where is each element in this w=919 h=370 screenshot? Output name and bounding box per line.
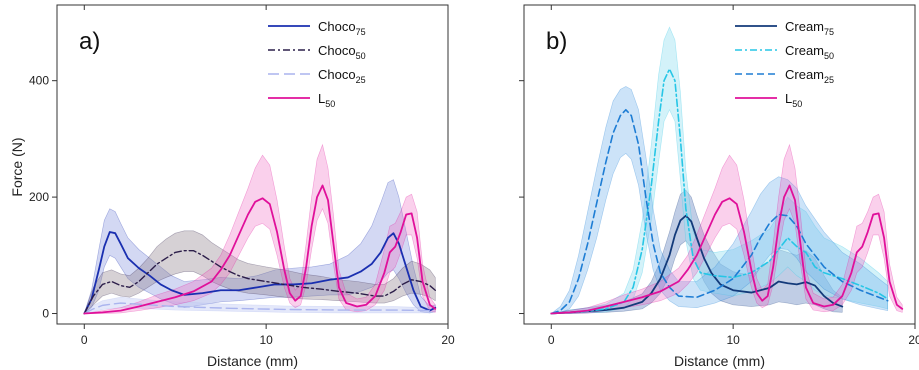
error-band-cream50	[551, 26, 889, 314]
series-line-choco50	[83, 249, 436, 315]
panel-b: 0 10 20 Distance (mm) b) Cream75 Cream50 Cream2…	[519, 4, 919, 369]
legend: Cream75 Cream50 Cream25 L50	[735, 19, 834, 109]
legend-entry: Cream25	[785, 67, 834, 85]
panel-label: a)	[79, 28, 100, 55]
x-tick-label: 20	[908, 333, 919, 347]
legend: Choco75 Choco50 Choco25 L50	[268, 19, 366, 109]
x-tick-label: 10	[726, 333, 740, 347]
legend-entry: Cream50	[785, 43, 834, 61]
series-line-l50	[83, 184, 437, 315]
plot-frame	[523, 4, 916, 325]
x-axis-label: Distance (mm)	[674, 353, 765, 369]
plot-area	[83, 143, 437, 315]
x-axis-label: Distance (mm)	[207, 353, 298, 369]
series-line-cream50	[550, 68, 889, 315]
y-tick-label: 400	[29, 74, 49, 88]
plot-frame	[56, 4, 449, 325]
series-line-cream25	[550, 108, 889, 315]
y-tick-label: 0	[42, 307, 49, 321]
y-tick-label: 200	[29, 190, 49, 204]
legend-entry: L50	[318, 91, 335, 109]
plot-area	[550, 26, 904, 315]
x-tick-label: 0	[548, 333, 555, 347]
y-axis-label: Force (N)	[9, 137, 25, 196]
x-tick-label: 10	[259, 333, 273, 347]
error-band-cream25	[550, 86, 889, 314]
legend-entry: Choco75	[318, 19, 366, 37]
legend-entry: Choco25	[318, 67, 366, 85]
series-line-l50	[550, 184, 904, 315]
legend-entry: Choco50	[318, 43, 366, 61]
panel-label: b)	[546, 28, 567, 55]
x-tick-label: 20	[441, 333, 455, 347]
legend-entry: L50	[785, 91, 802, 109]
legend-entry: Cream75	[785, 19, 834, 37]
x-tick-label: 0	[81, 333, 88, 347]
series-line-choco25	[83, 302, 431, 315]
